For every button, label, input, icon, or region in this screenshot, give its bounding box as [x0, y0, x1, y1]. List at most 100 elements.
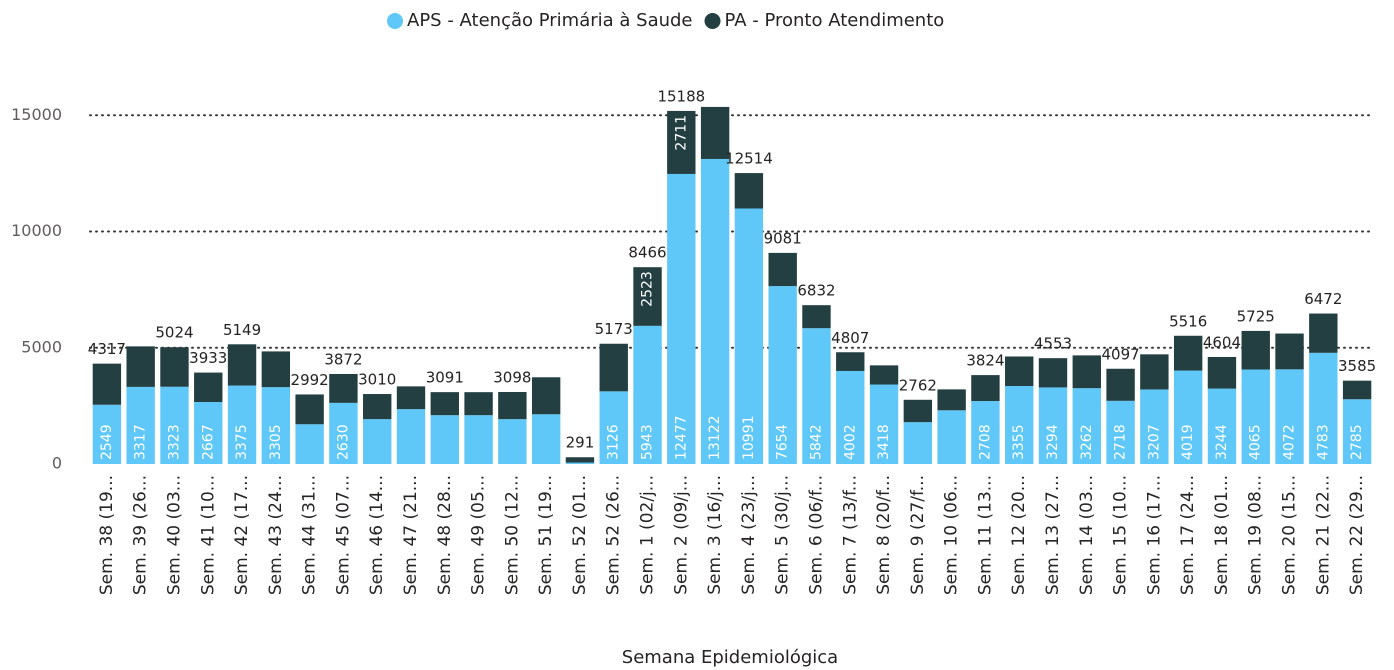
x-tick-label: Sem. 5 (30/j... [773, 475, 793, 595]
x-tick-label: Sem. 14 (03... [1077, 475, 1097, 595]
data-label: 3262 [1079, 424, 1095, 460]
y-tick-label: 0 [52, 454, 62, 473]
data-label: 2630 [335, 424, 351, 460]
total-label: 3933 [189, 349, 227, 367]
bar-segment [329, 373, 358, 403]
legend-label: PA - Pronto Atendimento [725, 10, 945, 31]
bar-segment [498, 391, 527, 420]
bar-segment [194, 402, 223, 464]
bar-segment [700, 158, 730, 464]
x-tick-label: Sem. 44 (31... [300, 475, 320, 595]
bar-segment [971, 375, 1000, 402]
legend-label: APS - Atenção Primária à Saude [407, 10, 693, 31]
bar-segment [261, 351, 291, 388]
x-tick-label: Sem. 10 (06... [942, 475, 962, 595]
x-tick-label: Sem. 9 (27/f... [908, 475, 928, 595]
bar-segment [396, 409, 426, 464]
bar-segment [667, 110, 696, 174]
total-label: 5149 [223, 321, 261, 339]
total-label: 3585 [1338, 357, 1376, 375]
data-label: 4783 [1315, 424, 1331, 460]
data-label: 3418 [876, 424, 892, 460]
x-tick-label: Sem. 13 (27... [1043, 475, 1063, 595]
data-label: 2523 [640, 271, 656, 307]
data-label: 13122 [707, 415, 723, 460]
total-label: 6472 [1304, 290, 1342, 308]
data-label: 3375 [234, 424, 250, 460]
bar-segment [430, 392, 459, 416]
total-label: 3098 [493, 368, 531, 386]
bar-segment [1275, 333, 1304, 370]
data-label: 3355 [1011, 424, 1027, 460]
bar-segment [599, 343, 628, 392]
data-label: 12477 [673, 415, 689, 460]
total-label: 3824 [966, 352, 1004, 370]
x-tick-label: Sem. 52 (26... [604, 475, 624, 595]
total-label: 2762 [899, 376, 937, 394]
bar-segment [194, 372, 223, 403]
bar-segment [802, 305, 831, 329]
x-tick-label: Sem. 51 (19... [536, 475, 556, 595]
legend-marker [704, 13, 721, 29]
data-label: 2708 [977, 424, 993, 460]
bar-segment [1005, 386, 1034, 464]
bar-segment [1072, 388, 1101, 464]
total-label: 3872 [324, 350, 362, 368]
x-tick-label: Sem. 41 (10... [198, 475, 218, 595]
bar-segment [1241, 330, 1270, 370]
total-label: 4807 [831, 329, 869, 347]
total-label: 291 [566, 434, 595, 452]
bar-segment [1072, 355, 1101, 389]
total-label: 9081 [764, 229, 802, 247]
bar-segment [329, 402, 358, 464]
bar-segment [836, 352, 865, 371]
bar-segment [1106, 368, 1135, 401]
bar-segment [464, 392, 493, 416]
bar-segment [734, 173, 764, 209]
total-label: 6832 [797, 282, 835, 300]
bar-segment [836, 370, 865, 464]
x-tick-label: Sem. 17 (24... [1178, 475, 1198, 595]
x-tick-label: Sem. 6 (06/f... [806, 475, 826, 595]
data-label: 4019 [1180, 424, 1196, 460]
data-label: 3244 [1214, 424, 1230, 460]
bar-segment [363, 419, 392, 464]
data-label: 3323 [166, 424, 182, 460]
bar-segment [1207, 388, 1237, 464]
bar-segment [363, 394, 392, 420]
bar-segment [1173, 370, 1203, 464]
x-tick-label: Sem. 45 (07... [333, 475, 353, 595]
bar-segment [1173, 335, 1203, 371]
bar-segment [1342, 380, 1372, 400]
data-label: 4002 [842, 424, 858, 460]
bar-segment [700, 106, 730, 159]
bar-segment [126, 386, 155, 464]
total-label: 4317 [88, 340, 126, 358]
x-tick-label: Sem. 3 (16/j... [705, 475, 725, 595]
bar-segment [1106, 400, 1135, 464]
bar-segment [768, 252, 797, 287]
bar-segment [92, 363, 122, 405]
data-label: 5943 [640, 424, 656, 460]
data-label: 3126 [606, 424, 622, 460]
bar-segment [903, 422, 933, 464]
bar-segment [565, 457, 595, 463]
total-label: 5516 [1169, 312, 1207, 330]
bar-segment [227, 344, 257, 386]
x-tick-label: Sem. 19 (08... [1246, 475, 1266, 595]
bar-segment [1005, 356, 1034, 387]
bar-segment [295, 394, 324, 425]
bar-segment [667, 173, 696, 464]
bar-segment [1140, 389, 1169, 464]
x-tick-label: Sem. 15 (10... [1111, 475, 1131, 595]
data-label: 3207 [1146, 424, 1162, 460]
x-tick-label: Sem. 38 (19... [97, 475, 117, 595]
x-tick-label: Sem. 52 (01... [570, 475, 590, 595]
bar-segment [633, 267, 662, 326]
total-label: 4097 [1101, 345, 1139, 363]
data-label: 7654 [775, 424, 791, 460]
data-label: 2711 [673, 115, 689, 151]
bar-segment [903, 399, 933, 423]
bar-segment [937, 389, 966, 411]
